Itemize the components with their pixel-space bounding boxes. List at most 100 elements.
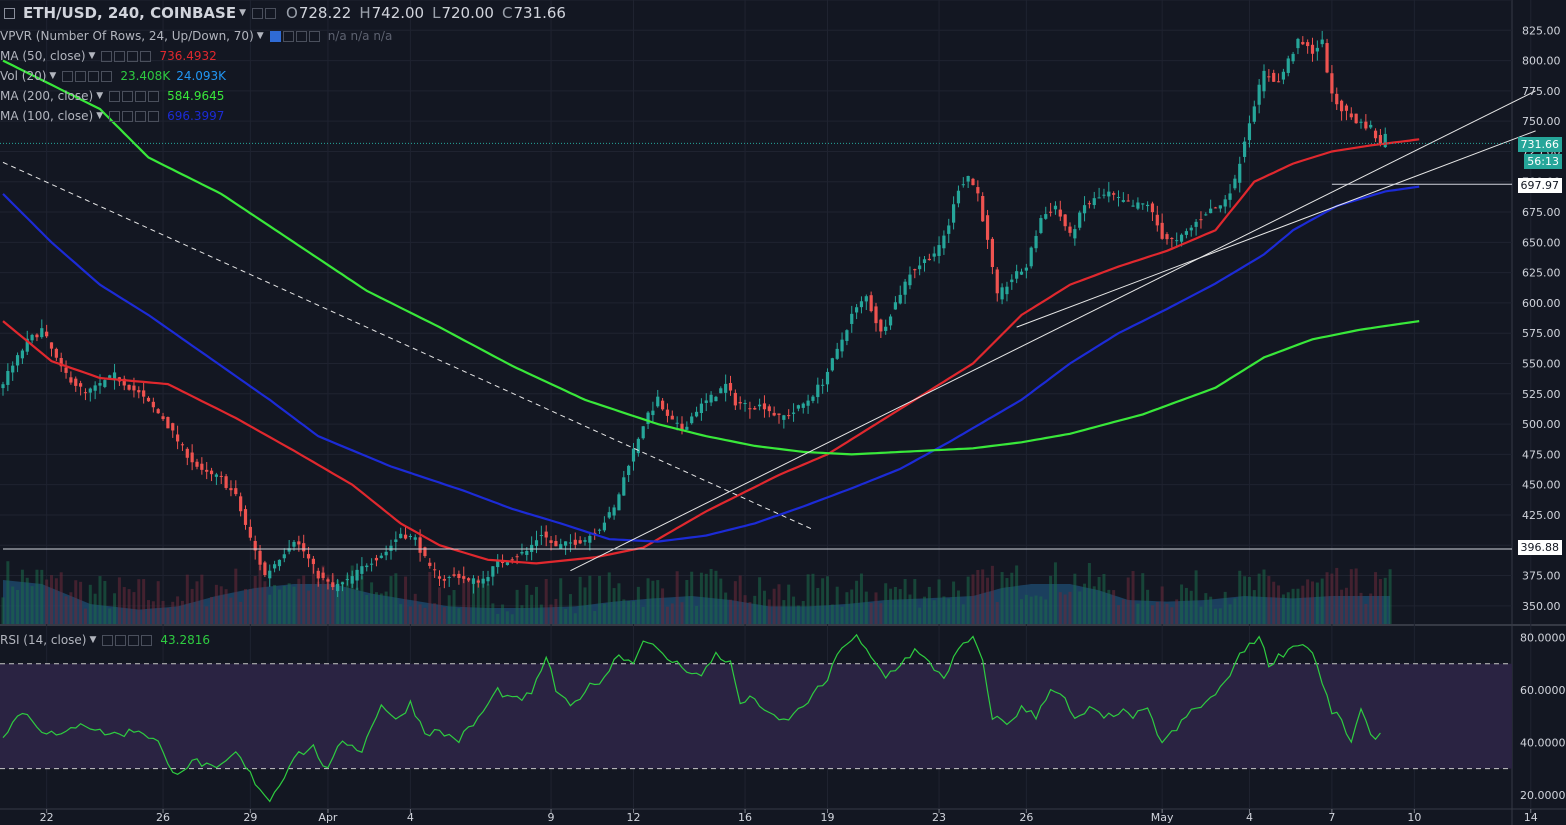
- chevron-down-icon[interactable]: ▼: [96, 111, 104, 121]
- close-icon[interactable]: [141, 634, 153, 646]
- chevron-down-icon[interactable]: ▼: [88, 51, 96, 61]
- settings-icon[interactable]: [75, 70, 87, 82]
- volume-bar: [113, 593, 117, 624]
- chevron-down-icon[interactable]: ▼: [96, 91, 104, 101]
- candle-body: [1005, 286, 1009, 295]
- volume-bar: [1165, 603, 1169, 624]
- volume-bar: [1020, 599, 1023, 624]
- add-icon[interactable]: [88, 70, 100, 82]
- candle-body: [1194, 221, 1198, 227]
- close-icon[interactable]: [308, 30, 320, 42]
- candle-body: [719, 388, 723, 394]
- visibility-icon[interactable]: [265, 7, 277, 19]
- add-icon[interactable]: [128, 634, 140, 646]
- volume-bar: [729, 599, 732, 624]
- chevron-down-icon[interactable]: ▼: [239, 8, 247, 18]
- chevron-down-icon[interactable]: ▼: [256, 31, 264, 41]
- volume-bar: [699, 572, 703, 624]
- add-icon[interactable]: [295, 30, 307, 42]
- close-icon[interactable]: [148, 90, 160, 102]
- candle-body: [1310, 44, 1315, 54]
- add-icon[interactable]: [135, 90, 147, 102]
- volume-bar: [331, 574, 335, 624]
- volume-bar: [1073, 573, 1077, 624]
- settings-icon[interactable]: [115, 634, 127, 646]
- candle-body: [137, 390, 141, 393]
- chevron-down-icon[interactable]: ▼: [89, 635, 97, 645]
- collapse-legend-icon[interactable]: [4, 7, 15, 19]
- candle-body: [1296, 38, 1300, 49]
- volume-bar: [365, 594, 369, 624]
- visibility-icon[interactable]: [109, 90, 121, 102]
- volume-bar: [176, 596, 180, 624]
- settings-icon[interactable]: [122, 110, 134, 122]
- candle-body: [1146, 204, 1150, 207]
- settings-icon[interactable]: [252, 7, 264, 19]
- candle-body: [631, 448, 636, 462]
- rsi-label[interactable]: RSI (14, close): [0, 633, 87, 647]
- candle-body: [384, 551, 388, 556]
- volume-bar: [1, 597, 5, 624]
- ma200-line: [2, 59, 1420, 456]
- volume-bar: [564, 608, 568, 624]
- add-icon[interactable]: [135, 110, 147, 122]
- close-icon[interactable]: [101, 70, 113, 82]
- volume-bar: [772, 588, 776, 624]
- settings-icon[interactable]: [122, 90, 134, 102]
- ma200-label[interactable]: MA (200, close): [0, 89, 94, 103]
- symbol-title[interactable]: ETH/USD, 240, COINBASE: [23, 4, 237, 22]
- legend-ma50[interactable]: MA (50, close) ▼ 736.4932: [0, 49, 217, 63]
- volume-bar: [874, 592, 878, 624]
- volume-bar: [801, 601, 805, 624]
- candle-body: [142, 390, 146, 397]
- candle-body: [297, 541, 301, 545]
- close-icon[interactable]: [148, 110, 160, 122]
- candle-body: [1340, 100, 1344, 112]
- settings-icon[interactable]: [282, 30, 294, 42]
- volume-label[interactable]: Vol (20): [0, 69, 47, 83]
- candle-body: [855, 307, 859, 313]
- visibility-icon[interactable]: [269, 30, 281, 42]
- visibility-icon[interactable]: [102, 634, 114, 646]
- volume-bar: [1369, 593, 1373, 624]
- visibility-icon[interactable]: [101, 50, 113, 62]
- legend-vpvr[interactable]: VPVR (Number Of Rows, 24, Up/Down, 70) ▼…: [0, 29, 392, 43]
- vpvr-label[interactable]: VPVR (Number Of Rows, 24, Up/Down, 70): [0, 29, 254, 43]
- candle-body: [1267, 76, 1271, 78]
- candle-body: [93, 385, 97, 391]
- settings-icon[interactable]: [114, 50, 126, 62]
- volume-bar: [302, 575, 306, 624]
- volume-bar: [1083, 583, 1087, 624]
- volume-bar: [171, 601, 175, 624]
- volume-bar: [423, 607, 427, 624]
- legend-ma100[interactable]: MA (100, close) ▼ 696.3997: [0, 109, 224, 123]
- close-icon[interactable]: [140, 50, 152, 62]
- chevron-down-icon[interactable]: ▼: [49, 71, 57, 81]
- candle-body: [302, 543, 306, 552]
- legend-rsi[interactable]: RSI (14, close) ▼ 43.2816: [0, 633, 210, 647]
- visibility-icon[interactable]: [62, 70, 74, 82]
- candle-body: [743, 403, 747, 405]
- volume-bar: [733, 581, 737, 624]
- candle-body: [1097, 197, 1101, 199]
- volume-bar: [1262, 569, 1266, 624]
- candle-body: [331, 582, 335, 588]
- volume-bar: [1199, 606, 1203, 624]
- volume-bar: [646, 578, 650, 624]
- volume-bar: [1189, 590, 1193, 624]
- volume-bar: [680, 602, 684, 624]
- ma50-label[interactable]: MA (50, close): [0, 49, 86, 63]
- volume-bar: [1228, 604, 1232, 624]
- volume-bar: [845, 592, 849, 624]
- legend-ma200[interactable]: MA (200, close) ▼ 584.9645: [0, 89, 224, 103]
- candle-body: [1029, 247, 1033, 267]
- visibility-icon[interactable]: [109, 110, 121, 122]
- volume-bar: [1218, 608, 1222, 624]
- ma100-label[interactable]: MA (100, close): [0, 109, 94, 123]
- candle-body: [132, 385, 136, 391]
- add-icon[interactable]: [127, 50, 139, 62]
- legend-volume[interactable]: Vol (20) ▼ 23.408K 24.093K: [0, 69, 226, 83]
- volume-bar: [1180, 584, 1184, 624]
